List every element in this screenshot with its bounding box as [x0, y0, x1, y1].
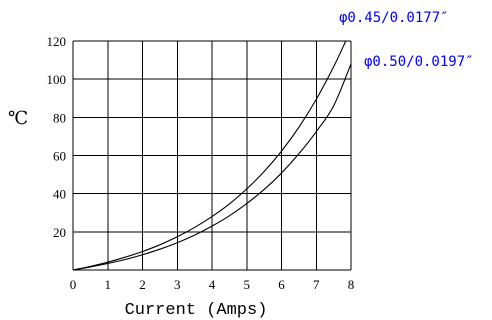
y-tick-label: 60 [53, 149, 66, 164]
y-tick-label: 20 [53, 225, 66, 240]
y-tick-label: 80 [53, 110, 66, 125]
x-tick-label: 0 [70, 277, 77, 292]
x-tick-label: 8 [348, 277, 355, 292]
x-axis-title: Current (Amps) [125, 301, 268, 320]
y-tick-label: 100 [47, 72, 67, 87]
x-tick-label: 3 [174, 277, 181, 292]
series-line-2 [72, 63, 352, 271]
series-curves [72, 40, 352, 271]
y-tick-label: 40 [53, 187, 66, 202]
grid [72, 40, 352, 271]
series-line-1 [72, 40, 347, 271]
series-label-2: φ0.50/0.0197″ [364, 54, 474, 70]
x-tick-label: 6 [278, 277, 285, 292]
y-axis-unit-label: ℃ [8, 108, 28, 129]
legend: φ0.45/0.0177″ φ0.50/0.0197″ [339, 10, 474, 70]
x-tick-label: 2 [139, 277, 146, 292]
x-tick-labels: 0 1 2 3 4 5 6 7 8 [70, 277, 355, 292]
y-tick-label: 120 [47, 34, 67, 49]
x-tick-label: 4 [209, 277, 216, 292]
x-tick-label: 5 [244, 277, 251, 292]
x-tick-label: 7 [313, 277, 320, 292]
y-tick-labels: 20 40 60 80 100 120 [47, 34, 67, 240]
x-tick-label: 1 [105, 277, 112, 292]
series-label-1: φ0.45/0.0177″ [339, 10, 449, 26]
